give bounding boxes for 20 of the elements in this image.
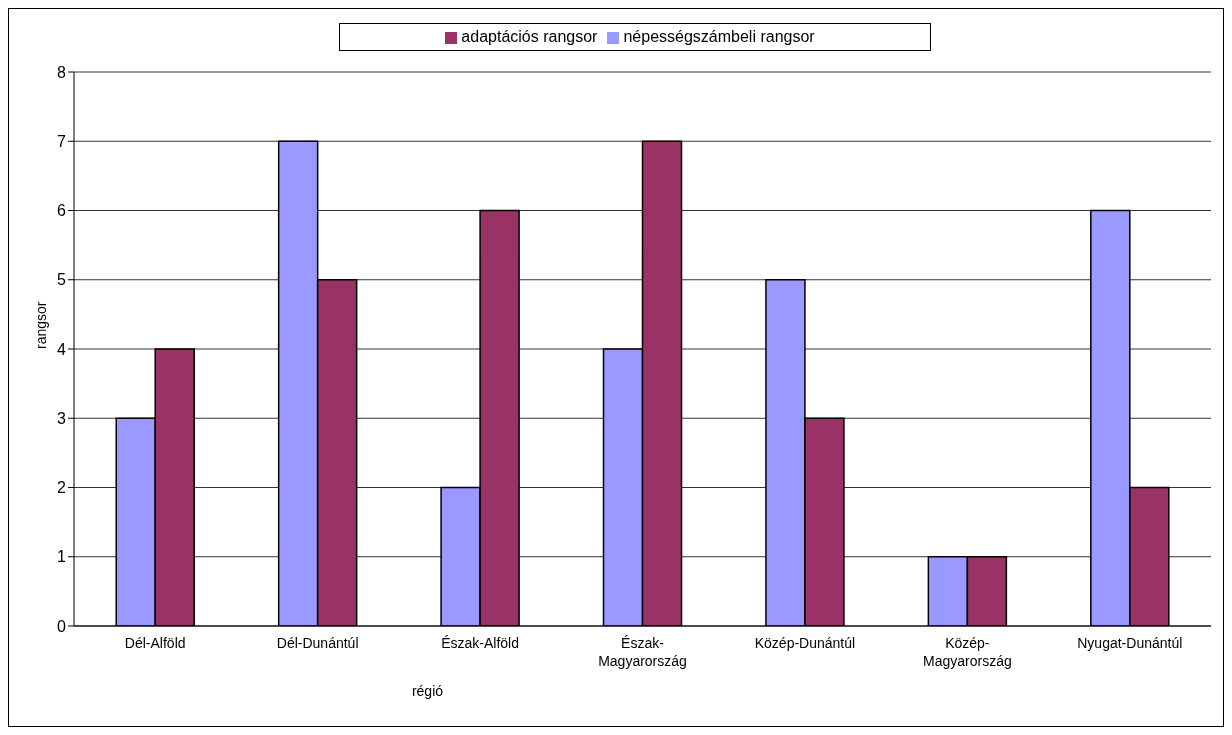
y-axis-title: rangsor xyxy=(32,301,49,349)
x-axis-title: régió xyxy=(411,683,444,699)
x-tick-label: Dél-Alföld xyxy=(124,635,186,651)
x-tick-label: Közép-Magyarország xyxy=(923,635,1012,669)
x-tick-label: Nyugat-Dunántúl xyxy=(1077,635,1183,651)
x-tick-label: Észak-Alföld xyxy=(441,635,519,651)
y-tick-label: 7 xyxy=(57,132,67,150)
x-tick-label: Közép-Dunántúl xyxy=(754,635,856,651)
y-tick-label: 4 xyxy=(57,340,67,358)
legend-label: adaptációs rangsor xyxy=(461,28,598,45)
y-tick-label: 8 xyxy=(57,63,67,81)
y-tick-label: 2 xyxy=(57,479,67,497)
y-tick-label: 6 xyxy=(57,202,67,220)
legend-label: népességszámbeli rangsor xyxy=(623,28,815,45)
y-tick-label: 3 xyxy=(57,409,67,427)
y-tick-label: 1 xyxy=(57,548,67,566)
y-tick-label: 0 xyxy=(57,617,67,635)
x-tick-label: Észak-Magyarország xyxy=(598,635,687,669)
x-tick-label: Dél-Dunántúl xyxy=(276,635,359,651)
y-tick-label: 5 xyxy=(57,271,67,289)
